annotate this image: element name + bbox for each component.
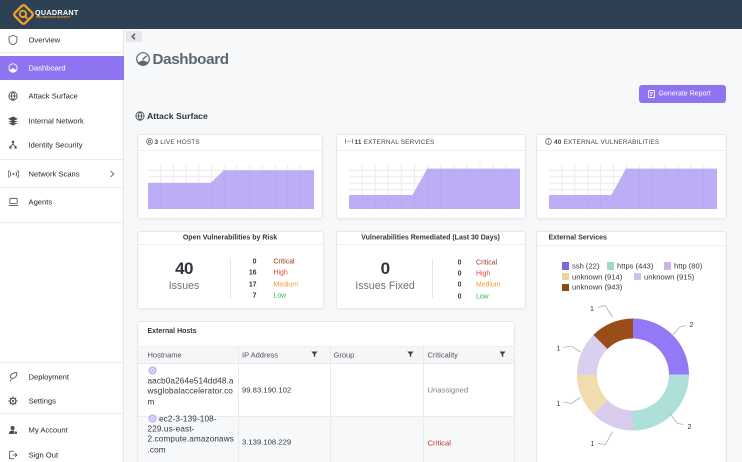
svg-text:1: 1 <box>591 441 595 448</box>
svg-text:2: 2 <box>688 424 692 431</box>
svg-text:1: 1 <box>557 401 561 408</box>
svg-text:1: 1 <box>557 346 561 353</box>
svg-text:1: 1 <box>590 306 594 313</box>
svg-text:2: 2 <box>690 322 694 329</box>
